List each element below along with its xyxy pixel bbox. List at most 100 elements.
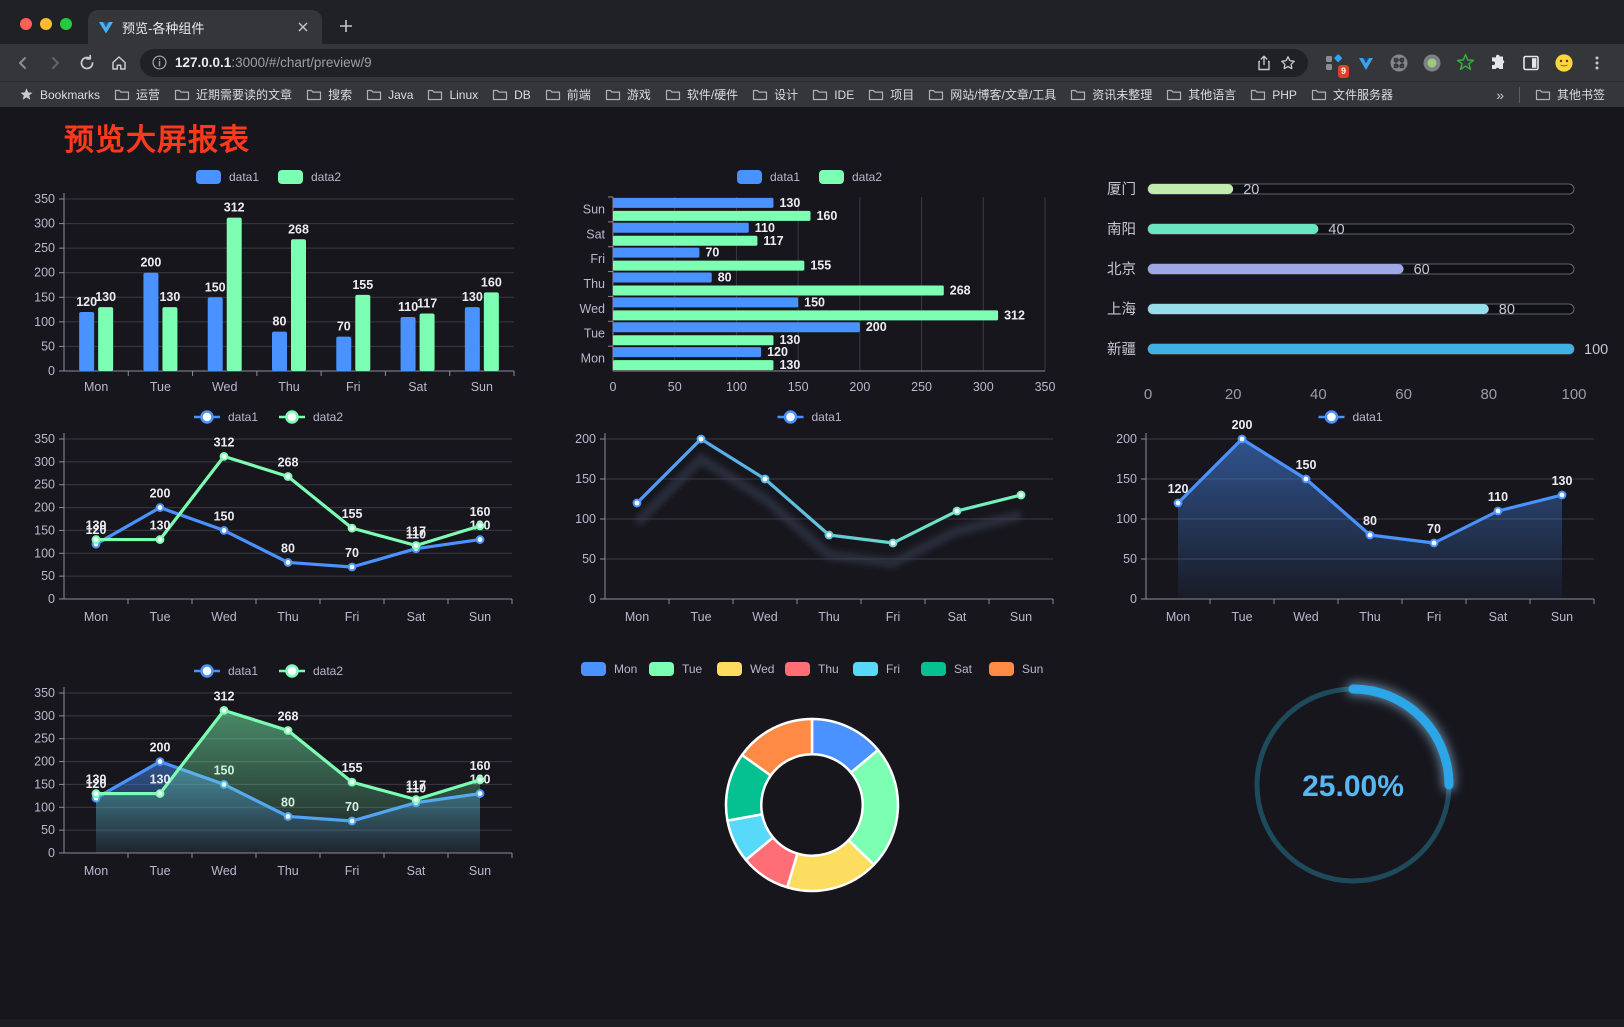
bookmark-folder[interactable]: 软件/硬件 bbox=[658, 86, 745, 103]
bookmark-folder[interactable]: 资讯未整理 bbox=[1063, 86, 1159, 103]
svg-text:Tue: Tue bbox=[682, 662, 703, 676]
svg-text:130: 130 bbox=[1552, 474, 1573, 488]
area-line-chart-canvas[interactable]: data1 0 50 100 150 200 Mon Tue Wed Thu Fri Sat Sun 12… bbox=[1088, 403, 1618, 653]
line-chart-two-series-canvas[interactable]: data1 data2 0 50 100 150 200 250 300 350 Mon Tue Wed… bbox=[6, 403, 536, 653]
svg-text:50: 50 bbox=[668, 380, 682, 394]
svg-text:Sat: Sat bbox=[406, 864, 425, 878]
svg-text:Sat: Sat bbox=[406, 610, 425, 624]
browser-menu-icon[interactable] bbox=[1586, 52, 1608, 74]
puzzle-extensions-icon[interactable] bbox=[1487, 52, 1509, 74]
svg-text:350: 350 bbox=[34, 432, 55, 446]
bookmark-folder[interactable]: 近期需要读的文章 bbox=[167, 86, 299, 103]
bookmark-star-icon[interactable] bbox=[1280, 55, 1296, 71]
bookmark-folder-label: DB bbox=[514, 87, 531, 102]
recorder-extension-icon[interactable] bbox=[1421, 52, 1443, 74]
chart-progress-bars[interactable]: 厦门 20 南阳 40 北京 60 上海 80 新疆 100 0 20 40 60 80 100 bbox=[1083, 163, 1624, 403]
svg-text:0: 0 bbox=[1130, 592, 1137, 606]
chart-line-gradient[interactable]: data1 0 50 100 150 200 Mon Tue Wed Thu Fri Sat Sun bbox=[541, 403, 1082, 657]
svg-text:Wed: Wed bbox=[750, 662, 774, 676]
bookmark-folder[interactable]: 文件服务器 bbox=[1304, 86, 1400, 103]
browser-tab[interactable]: 预览-各种组件 bbox=[88, 10, 322, 44]
svg-text:Mon: Mon bbox=[614, 662, 637, 676]
svg-text:110: 110 bbox=[398, 300, 418, 314]
bookmark-folder[interactable]: 设计 bbox=[745, 86, 805, 103]
svg-text:110: 110 bbox=[406, 528, 426, 542]
chart-area-two-series[interactable]: data1 data2 0 50 100 150 200 250 300 350 Mon Tue Wed… bbox=[0, 657, 541, 929]
bookmarks-label: Bookmarks bbox=[40, 87, 101, 102]
chart-line-two-series[interactable]: data1 data2 0 50 100 150 200 250 300 350 Mon Tue Wed… bbox=[0, 403, 541, 657]
svg-text:上海: 上海 bbox=[1107, 301, 1136, 318]
address-bar[interactable]: 127.0.0.1:3000/#/chart/preview/9 bbox=[140, 48, 1308, 77]
bookmark-folder[interactable]: Java bbox=[359, 87, 420, 103]
bookmark-folder[interactable]: 游戏 bbox=[598, 86, 658, 103]
other-bookmarks-folder[interactable]: 其他书签 bbox=[1528, 86, 1612, 103]
svg-text:200: 200 bbox=[34, 755, 55, 769]
svg-text:250: 250 bbox=[34, 478, 55, 492]
site-info-icon[interactable] bbox=[152, 55, 167, 70]
bookmark-folder[interactable]: 前端 bbox=[538, 86, 598, 103]
extension-grid-icon[interactable]: 9 bbox=[1322, 52, 1349, 78]
donut-chart-canvas[interactable]: Mon Tue Wed Thu Fri Sat Sun bbox=[547, 657, 1077, 907]
svg-text:Fri: Fri bbox=[344, 864, 359, 878]
bookmarks-overflow-chevron[interactable]: » bbox=[1496, 86, 1504, 103]
svg-text:300: 300 bbox=[973, 380, 994, 394]
command-extension-icon[interactable] bbox=[1388, 52, 1410, 74]
emoji-extension-icon[interactable] bbox=[1553, 52, 1575, 74]
svg-text:130: 130 bbox=[462, 290, 483, 304]
chart-horizontal-bar[interactable]: data1 data2 0 50 100 150 200 250 300 350 Mon 120 130… bbox=[541, 163, 1082, 403]
grouped-bar-chart-canvas[interactable]: data1 data2 0 50 100 150 200 250 300 350 Mon Tue Wed… bbox=[6, 163, 536, 413]
svg-text:40: 40 bbox=[1329, 222, 1345, 238]
svg-text:0: 0 bbox=[48, 846, 55, 860]
chart-line-area[interactable]: data1 0 50 100 150 200 Mon Tue Wed Thu Fri Sat Sun 12… bbox=[1083, 403, 1624, 657]
gauge-chart-canvas[interactable]: 25.00% bbox=[1088, 657, 1618, 907]
bookmark-folder[interactable]: 运营 bbox=[107, 86, 167, 103]
bookmark-folder[interactable]: 其他语言 bbox=[1159, 86, 1243, 103]
forward-button[interactable] bbox=[40, 49, 70, 77]
share-icon[interactable] bbox=[1256, 55, 1272, 71]
gradient-line-chart-canvas[interactable]: data1 0 50 100 150 200 Mon Tue Wed Thu Fri Sat Sun bbox=[547, 403, 1077, 653]
chart-donut[interactable]: Mon Tue Wed Thu Fri Sat Sun bbox=[541, 657, 1082, 929]
other-bookmarks-label: 其他书签 bbox=[1556, 88, 1605, 102]
bookmark-folder[interactable]: Linux bbox=[420, 87, 485, 103]
bookmark-folder[interactable]: 搜索 bbox=[299, 86, 359, 103]
svg-text:130: 130 bbox=[149, 773, 170, 787]
fullscreen-window-button[interactable] bbox=[60, 18, 72, 30]
progress-bars-chart-canvas[interactable]: 厦门 20 南阳 40 北京 60 上海 80 新疆 100 0 20 40 60 80 100 bbox=[1088, 163, 1618, 413]
url-host: 127.0.0.1 bbox=[175, 55, 232, 70]
home-button[interactable] bbox=[104, 49, 134, 77]
svg-text:60: 60 bbox=[1396, 386, 1413, 403]
chart-gauge[interactable]: 25.00% bbox=[1083, 657, 1624, 929]
new-tab-button[interactable] bbox=[332, 12, 360, 40]
close-tab-icon[interactable] bbox=[294, 18, 312, 36]
close-window-button[interactable] bbox=[20, 18, 32, 30]
bookmark-folder[interactable]: 项目 bbox=[861, 86, 921, 103]
bookmarks-manager[interactable]: Bookmarks bbox=[12, 87, 107, 102]
minimize-window-button[interactable] bbox=[40, 18, 52, 30]
svg-text:Mon: Mon bbox=[83, 610, 107, 624]
area-two-series-chart-canvas[interactable]: data1 data2 0 50 100 150 200 250 300 350 Mon Tue Wed… bbox=[6, 657, 536, 907]
svg-text:110: 110 bbox=[755, 221, 775, 235]
green-star-extension-icon[interactable] bbox=[1454, 52, 1476, 74]
bookmark-folder[interactable]: DB bbox=[485, 87, 538, 103]
svg-text:Sat: Sat bbox=[408, 380, 427, 394]
vue-devtools-icon[interactable] bbox=[1355, 52, 1377, 74]
svg-text:130: 130 bbox=[95, 290, 116, 304]
bookmark-folder[interactable]: IDE bbox=[805, 87, 861, 103]
bookmark-folder[interactable]: PHP bbox=[1243, 87, 1304, 103]
folder-icon bbox=[366, 89, 382, 100]
folder-icon bbox=[1071, 89, 1086, 100]
chart-grouped-bar[interactable]: data1 data2 0 50 100 150 200 250 300 350 Mon Tue Wed… bbox=[0, 163, 541, 403]
svg-text:Tue: Tue bbox=[1232, 610, 1253, 624]
url-text[interactable]: 127.0.0.1:3000/#/chart/preview/9 bbox=[175, 55, 1248, 70]
svg-text:155: 155 bbox=[341, 761, 362, 775]
svg-text:200: 200 bbox=[1232, 418, 1253, 432]
folder-icon bbox=[753, 89, 768, 100]
folder-icon bbox=[114, 89, 130, 100]
back-button[interactable] bbox=[8, 49, 38, 77]
reload-button[interactable] bbox=[72, 49, 102, 77]
sidebar-panel-icon[interactable] bbox=[1520, 52, 1542, 74]
bookmarks-divider bbox=[1518, 86, 1520, 103]
folder-icon bbox=[306, 89, 322, 100]
bookmark-folder[interactable]: 网站/博客/文章/工具 bbox=[921, 86, 1063, 103]
